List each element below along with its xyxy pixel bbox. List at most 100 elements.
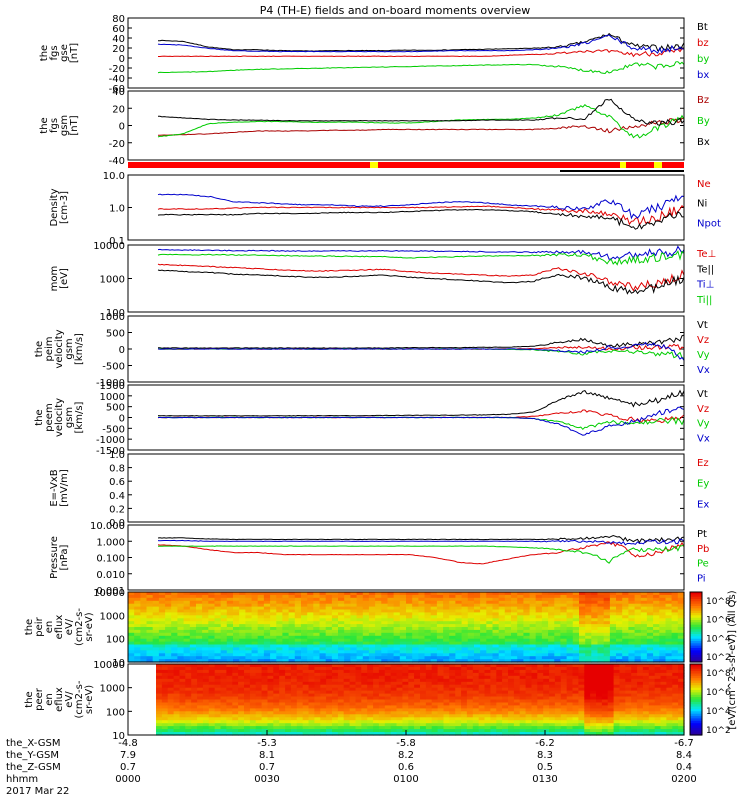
spectrogram-cell [396, 714, 403, 718]
spectrogram-cell [338, 609, 345, 613]
spectrogram-cell [267, 672, 274, 677]
spectrogram-cell [185, 696, 192, 701]
spectrogram-cell [367, 696, 374, 701]
spectrogram-cell [418, 656, 426, 660]
spectrogram-cell [378, 708, 386, 712]
spectrogram-cell [393, 644, 401, 648]
panel-frame [127, 315, 685, 383]
spectrogram-cell [579, 650, 586, 654]
spectrogram-cell [578, 726, 585, 730]
spectrogram-cell [239, 592, 246, 596]
spectrogram-cell [350, 635, 358, 640]
spectrogram-cell [288, 606, 296, 611]
spectrogram-cell [332, 732, 339, 736]
spectrogram-cell [202, 667, 210, 671]
spectrogram-cell [296, 681, 304, 686]
spectrogram-cell [625, 664, 632, 668]
spectrogram-cell [677, 638, 685, 643]
spectrogram-cell [560, 696, 568, 701]
spectrogram-cell [208, 708, 216, 712]
spectrogram-cell [496, 681, 503, 686]
spectrogram-cell [191, 732, 198, 736]
spectrogram-cell [490, 708, 497, 712]
spectrogram-cell [319, 624, 327, 628]
spectrogram-cell [478, 667, 486, 671]
spectrogram-cell [140, 656, 148, 660]
spectrogram-cell [672, 729, 679, 733]
spectrogram-cell [185, 693, 192, 698]
spectrogram-cell [498, 592, 506, 596]
spectrogram-cell [290, 675, 298, 680]
spectrogram-cell [220, 592, 228, 596]
spectrogram-cell [560, 726, 568, 730]
spectrogram-cell [478, 705, 486, 709]
spectrogram-cell [572, 705, 579, 709]
spectrogram-cell [467, 597, 475, 602]
spectrogram-cell [607, 681, 615, 686]
spectrogram-cell [601, 720, 609, 724]
spectrogram-cell [660, 732, 667, 736]
spectrogram-cell [384, 717, 392, 721]
spectrogram-cell [455, 603, 463, 608]
spectrogram-cell [523, 638, 531, 643]
spectrogram-cell [601, 693, 609, 698]
spectrogram-cell [609, 624, 617, 628]
spectrogram-cell [443, 659, 450, 663]
spectrogram-cell [290, 672, 298, 677]
colorbar-tick: 10^6 [706, 616, 731, 626]
spectrogram-cell [508, 664, 515, 668]
spectrogram-cell [529, 641, 537, 646]
spectrogram-cell [572, 656, 580, 660]
spectrogram-cell [375, 606, 382, 611]
spectrogram-cell [331, 624, 339, 628]
spectrogram-cell [255, 702, 263, 707]
spectrogram-cell [320, 669, 327, 674]
spectrogram-cell [261, 717, 269, 721]
spectrogram-cell [443, 726, 450, 730]
spectrogram-cell [368, 641, 376, 646]
spectrogram-cell [660, 720, 667, 724]
spectrogram-cell [402, 696, 409, 701]
spectrogram-cell [492, 627, 500, 631]
spectrogram-cell [378, 723, 386, 727]
spectrogram-cell [613, 711, 621, 715]
spectrogram-cell [502, 705, 509, 709]
spectrogram-cell [634, 615, 642, 619]
spectrogram-cell [601, 717, 609, 721]
spectrogram-cell [640, 644, 648, 648]
spectrogram-cell [443, 621, 450, 625]
spectrogram-cell [554, 726, 562, 730]
spectrogram-cell [640, 615, 648, 619]
spectrogram-cell [671, 612, 679, 616]
spectrogram-cell [519, 678, 527, 683]
x-tick-label: 0.7 [120, 762, 136, 773]
spectrogram-cell [208, 687, 216, 692]
spectrogram-cell [517, 641, 524, 646]
spectrogram-cell [616, 603, 623, 608]
spectrogram-cell [659, 597, 667, 602]
spectrogram-cell [634, 632, 642, 637]
spectrogram-cell [508, 672, 515, 677]
spectrogram-cell [642, 711, 650, 715]
spectrogram-cell [337, 732, 345, 736]
spectrogram-cell [467, 600, 475, 605]
spectrogram-cell [302, 681, 310, 686]
spectrogram-cell [378, 699, 386, 704]
spectrogram-cell [572, 675, 579, 680]
spectrogram-cell [424, 629, 432, 634]
spectrogram-cell [478, 687, 486, 692]
spectrogram-cell [513, 672, 521, 677]
spectrogram-cell [517, 624, 524, 628]
spectrogram-cell [508, 729, 515, 733]
spectrogram-cell [523, 629, 531, 634]
spectrogram-cell [648, 711, 656, 715]
spectrogram-cell [263, 627, 271, 631]
spectrogram-cell [214, 664, 222, 668]
colorbar-swatch [690, 629, 702, 633]
spectrogram-cell [430, 597, 438, 602]
spectrogram-cell [486, 656, 494, 660]
spectrogram-cell [613, 693, 621, 698]
spectrogram-cell [232, 717, 239, 721]
spectrogram-cell [671, 647, 679, 651]
